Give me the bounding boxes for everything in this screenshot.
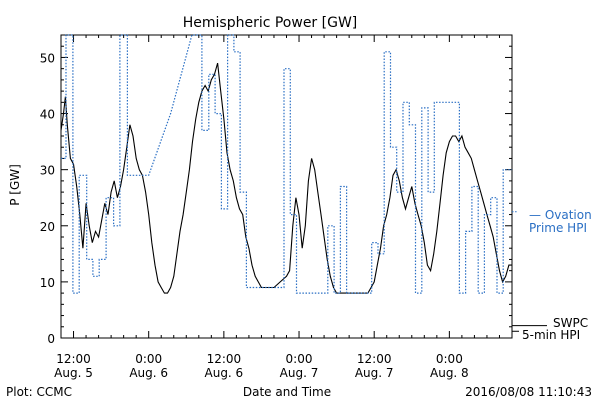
x-tick-label-time: 0:00: [135, 352, 162, 366]
footer-credit: Plot: CCMC: [6, 385, 72, 399]
legend-swpc-label-2: 5-min HPI: [522, 328, 580, 342]
x-tick-label-date: Aug. 6: [205, 366, 244, 380]
x-tick-label-time: 0:00: [436, 352, 463, 366]
plot-frame: [60, 34, 513, 339]
y-axis-label: P [GW]: [8, 164, 22, 206]
chart-title: Hemispheric Power [GW]: [183, 15, 358, 31]
x-tick-label-time: 12:00: [357, 352, 392, 366]
series-swpc-5min-hpi: [60, 62, 512, 294]
x-tick-label-time: 12:00: [207, 352, 242, 366]
y-tick-label: 10: [40, 276, 55, 290]
series-ovation-prime-hpi: [61, 34, 512, 294]
y-tick-label: 20: [40, 220, 55, 234]
legend-swpc-label-1: SWPC: [553, 316, 588, 330]
series-layer: [60, 34, 512, 294]
x-tick-label-date: Aug. 6: [129, 366, 168, 380]
x-tick-label-date: Aug. 5: [54, 366, 93, 380]
x-tick-label-date: Aug. 8: [430, 366, 469, 380]
y-tick-label: 40: [40, 108, 55, 122]
x-tick-label-time: 0:00: [286, 352, 313, 366]
x-tick-label-time: 12:00: [56, 352, 91, 366]
y-tick-label: 30: [40, 164, 55, 178]
legend-ovation-label-1: — Ovation: [529, 208, 592, 222]
y-tick-label: 50: [40, 51, 55, 65]
x-tick-label-date: Aug. 7: [280, 366, 319, 380]
legend-ovation-label-2: Prime HPI: [529, 221, 587, 235]
y-tick-label: 0: [47, 332, 55, 346]
y-axis: 0 10 20 30 40 50: [40, 34, 512, 346]
x-tick-label-date: Aug. 7: [355, 366, 394, 380]
plot-timestamp: 2016/08/08 11:10:43: [465, 385, 592, 399]
x-axis-label: Date and Time: [243, 385, 331, 399]
plot-border: [60, 34, 513, 339]
